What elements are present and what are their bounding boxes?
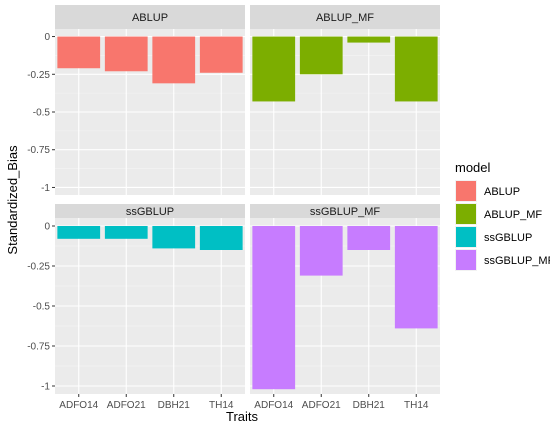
facet-strip	[55, 5, 245, 29]
x-tick-label: DBH21	[158, 400, 191, 411]
x-tick-label: ADFO21	[107, 400, 146, 411]
facet-panel: ssGBLUP_MF ADFO14 ADFO21 DBH21 TH14	[250, 204, 440, 411]
legend-swatch	[456, 204, 476, 224]
x-tick-label: DBH21	[353, 400, 386, 411]
legend-title: model	[455, 160, 491, 175]
bar	[57, 36, 101, 69]
legend-label: ssGBLUP_MF	[484, 255, 550, 267]
x-tick-label: TH14	[404, 400, 429, 411]
y-tick-label: -0.25	[27, 70, 50, 81]
x-tick-label: TH14	[209, 400, 234, 411]
facet-panel: ssGBLUP 0 -0.25 -0.5 -0.75 -1 ADFO14 ADFO21 DBH2…	[27, 204, 245, 411]
bar	[394, 226, 438, 329]
y-tick-label: -0.5	[33, 108, 51, 119]
bar	[299, 36, 343, 75]
facet-strip-label: ABLUP	[132, 12, 168, 24]
x-tick-label: ADFO14	[59, 400, 98, 411]
bar	[199, 226, 243, 250]
y-tick-label: -0.5	[33, 302, 51, 313]
facet-strip-label: ssGBLUP	[126, 206, 174, 218]
y-tick-label: -0.75	[27, 342, 50, 353]
bar	[299, 226, 343, 276]
y-tick-label: -0.25	[27, 262, 50, 273]
legend-label: ABLUP_MF	[484, 209, 542, 221]
bar	[152, 36, 196, 84]
x-tick-label: ADFO14	[254, 400, 293, 411]
x-axis-title: Traits	[226, 409, 259, 424]
bar	[347, 226, 391, 250]
y-tick-label: -1	[41, 183, 50, 194]
x-tick-label: ADFO21	[302, 400, 341, 411]
y-tick-label: -0.75	[27, 145, 50, 156]
bar	[252, 36, 296, 102]
legend-swatch	[456, 250, 476, 270]
bar	[199, 36, 243, 73]
legend: ABLUP ABLUP_MF ssGBLUP ssGBLUP_MF	[455, 180, 550, 271]
facet-strip	[250, 5, 440, 29]
facet-panel: ABLUP_MF	[250, 5, 440, 195]
legend-swatch	[456, 181, 476, 201]
bar	[104, 36, 148, 72]
facet-strip	[250, 204, 440, 218]
y-tick-label: -1	[41, 382, 50, 393]
y-tick-label: 0	[44, 32, 50, 43]
bar	[394, 36, 438, 102]
legend-label: ABLUP	[484, 186, 520, 198]
bar	[347, 36, 391, 43]
facet-panel: ABLUP 0 -0.25 -0.5 -0.75 -1	[27, 5, 245, 195]
bar	[252, 226, 296, 390]
facet-strip-label: ABLUP_MF	[316, 12, 374, 24]
bar	[104, 226, 148, 239]
y-axis-title: Standardized_Bias	[5, 145, 20, 255]
bar	[57, 226, 101, 239]
y-tick-label: 0	[44, 222, 50, 233]
legend-swatch	[456, 227, 476, 247]
bar	[152, 226, 196, 249]
facet-strip-label: ssGBLUP_MF	[310, 206, 381, 218]
legend-label: ssGBLUP	[484, 232, 532, 244]
facet-strip	[55, 204, 245, 218]
